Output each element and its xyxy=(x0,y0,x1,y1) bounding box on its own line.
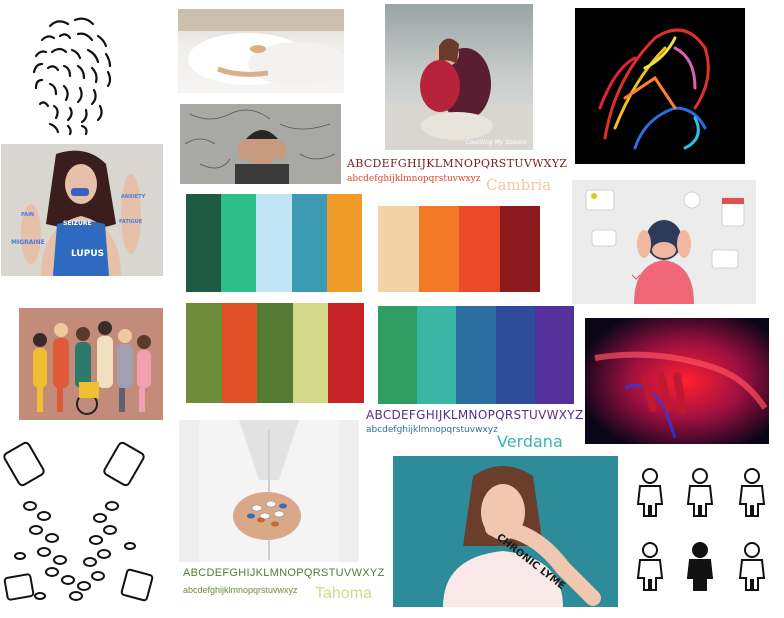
palette-4-swatch xyxy=(534,306,575,404)
red-hand-photo xyxy=(585,318,769,444)
person-icon xyxy=(637,542,663,591)
tahoma-uppercase: ABCDEFGHIJKLMNOPQRSTUVWXYZ xyxy=(183,567,385,579)
headache-illustration xyxy=(572,180,756,304)
verdana-lowercase: abcdefghijklmnopqrstuvwxyz xyxy=(366,425,498,435)
pill-bottle-icon xyxy=(3,441,154,602)
person-icon xyxy=(637,468,663,517)
woman-pillow-photo: Counting My Spoons xyxy=(385,4,533,150)
cambria-uppercase: ABCDEFGHIJKLMNOPQRSTUVWXYZ xyxy=(347,157,568,170)
abstract-figure-art xyxy=(575,8,745,164)
lupus-word-2: LUPUS xyxy=(71,249,105,259)
color-palette-3 xyxy=(186,303,364,403)
person-icon xyxy=(687,468,713,517)
palette-1-swatch xyxy=(186,194,222,292)
color-palette-2 xyxy=(378,206,540,292)
palette-3-swatch xyxy=(221,303,258,403)
palette-4-swatch xyxy=(417,306,457,404)
palette-2-swatch xyxy=(499,206,540,292)
palette-2-swatch xyxy=(418,206,459,292)
stressed-man-photo xyxy=(180,104,341,184)
person-icon xyxy=(739,542,765,591)
color-palette-4 xyxy=(378,306,575,404)
palette-4-swatch xyxy=(495,306,535,404)
lupus-word-5: FATIGUE xyxy=(119,219,143,225)
palette-3-swatch xyxy=(186,303,222,403)
palette-1-swatch xyxy=(326,194,363,292)
palette-3-swatch xyxy=(257,303,293,403)
fingerprint-icon xyxy=(32,17,112,136)
diverse-group-illustration xyxy=(19,308,163,420)
color-palette-1 xyxy=(186,194,363,292)
person-icon-highlighted xyxy=(687,542,713,591)
lupus-word-3: ANXIETY xyxy=(121,194,146,200)
verdana-uppercase: ABCDEFGHIJKLMNOPQRSTUVWXYZ xyxy=(366,408,584,422)
palette-1-swatch xyxy=(256,194,292,292)
hands-pills-photo xyxy=(179,420,359,562)
person-icon xyxy=(739,468,765,517)
palette-4-swatch xyxy=(456,306,496,404)
pills-sketch xyxy=(0,436,162,608)
watermark-text: Counting My Spoons xyxy=(465,139,527,146)
tahoma-name: Tahoma xyxy=(315,585,372,602)
bed-photo xyxy=(178,9,344,93)
verdana-name: Verdana xyxy=(497,432,563,451)
palette-1-swatch xyxy=(221,194,257,292)
palette-3-swatch xyxy=(292,303,329,403)
palette-4-swatch xyxy=(378,306,418,404)
lupus-word-4: MIGRAINE xyxy=(11,239,45,246)
lupus-woman-photo: SEIZURE LUPUS ANXIETY MIGRAINE FATIGUE P… xyxy=(1,144,163,276)
lupus-word-1: SEIZURE xyxy=(63,220,92,227)
palette-1-swatch xyxy=(291,194,327,292)
palette-2-swatch xyxy=(378,206,419,292)
people-icons-grid xyxy=(632,464,778,598)
palette-2-swatch xyxy=(459,206,500,292)
cambria-lowercase: abcdefghijklmnopqrstuvwxyz xyxy=(347,174,481,184)
chronic-lyme-photo: CHRONIC LYME xyxy=(393,456,618,607)
lupus-word-6: PAIN xyxy=(21,212,35,218)
cambria-name: Cambria xyxy=(486,176,552,194)
tahoma-lowercase: abcdefghijklmnopqrstuvwxyz xyxy=(183,585,298,595)
fingerprint-sketch xyxy=(20,6,128,138)
palette-3-swatch xyxy=(328,303,364,403)
